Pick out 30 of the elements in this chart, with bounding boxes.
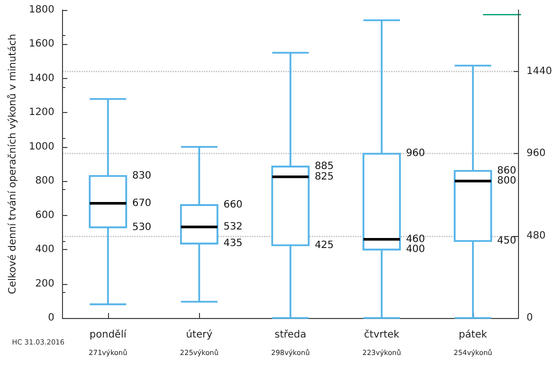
annotation: 425 — [314, 240, 334, 251]
annotation: 830 — [132, 170, 152, 182]
y-tick-label: 0 — [48, 312, 54, 324]
y2-tick-label: 1440 — [526, 66, 552, 78]
annotation: 532 — [223, 221, 243, 232]
y-tick-label: 1800 — [28, 4, 54, 16]
annotation: 435 — [223, 238, 243, 250]
y-tick-label: 200 — [35, 278, 54, 290]
y-axis-title: Celkové denní trvání operačních výkonů v minutách — [6, 34, 18, 294]
annotation: 670 — [132, 198, 152, 209]
annotation: 460 — [406, 234, 426, 245]
annotation: 860 — [497, 165, 516, 176]
annotation: 885 — [314, 161, 334, 172]
y-tick-label: 1400 — [28, 72, 54, 84]
y-tick-label: 600 — [35, 210, 54, 221]
y-tick-label: 800 — [35, 176, 54, 187]
y2-tick-label: 480 — [526, 230, 546, 242]
y-tick-label: 1600 — [28, 38, 54, 50]
y2-tick-label: 0 — [526, 312, 533, 324]
annotation: 400 — [406, 244, 426, 256]
y2-tick-label: 960 — [526, 148, 546, 160]
annotation: 960 — [406, 148, 426, 160]
annotation: 800 — [497, 176, 516, 187]
annotation: 825 — [314, 171, 334, 182]
annotation: 530 — [132, 222, 152, 233]
annotation: 450 — [497, 236, 516, 246]
y-tick-label: 1000 — [28, 141, 54, 152]
annotation: 660 — [223, 200, 243, 211]
y-tick-label: 400 — [35, 244, 54, 256]
y-tick-label: 1200 — [28, 107, 54, 118]
